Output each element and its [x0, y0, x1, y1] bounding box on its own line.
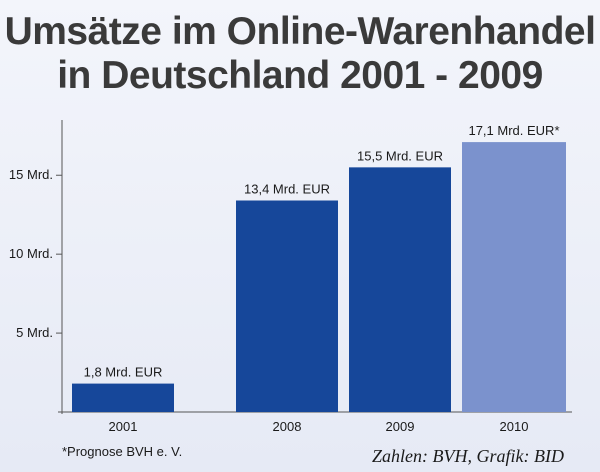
- bar-2009: [349, 167, 451, 412]
- x-tick-label: 2010: [500, 419, 529, 434]
- footnote: *Prognose BVH e. V.: [62, 444, 183, 459]
- chart-title-line-1: Umsätze im Online-Warenhandel: [4, 10, 596, 53]
- bar-value-label: 15,5 Mrd. EUR: [357, 148, 443, 163]
- chart-title: Umsätze im Online-Warenhandel in Deutsch…: [0, 10, 600, 98]
- x-tick-label: 2001: [109, 419, 138, 434]
- bar-value-label: 1,8 Mrd. EUR: [84, 365, 163, 380]
- y-tick-label: 10 Mrd.: [9, 246, 53, 261]
- labels: 1,8 Mrd. EUR 2001 13,4 Mrd. EUR 2008 15,5 Mr…: [84, 123, 560, 434]
- bar-2001: [72, 383, 174, 412]
- bar-2008: [236, 200, 338, 412]
- y-tick-label: 15 Mrd.: [9, 167, 53, 182]
- axes: 5 Mrd. 10 Mrd. 15 Mrd.: [9, 120, 572, 414]
- bars: [72, 142, 566, 412]
- x-tick-label: 2009: [386, 419, 415, 434]
- bar-value-label: 13,4 Mrd. EUR: [244, 181, 330, 196]
- bar-2010: [462, 142, 566, 412]
- y-tick-label: 5 Mrd.: [16, 325, 53, 340]
- x-tick-label: 2008: [273, 419, 302, 434]
- source-credit: Zahlen: BVH, Grafik: BID: [372, 446, 564, 466]
- bar-value-label: 17,1 Mrd. EUR*: [468, 123, 559, 138]
- chart-title-line-2: in Deutschland 2001 - 2009: [57, 54, 543, 97]
